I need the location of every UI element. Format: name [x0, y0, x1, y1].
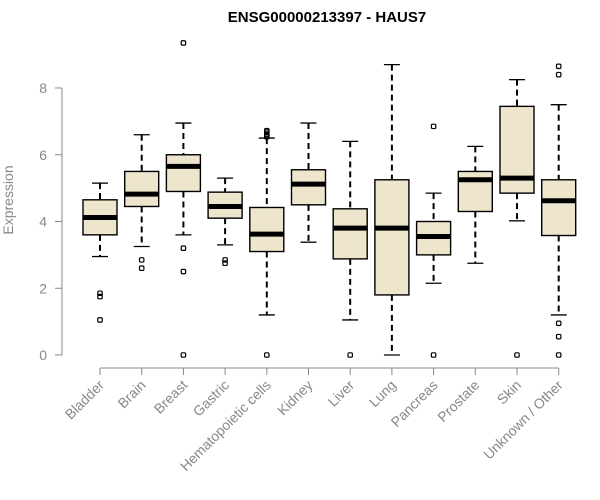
outlier-point [222, 257, 228, 263]
outlier-point [347, 352, 354, 358]
iqr-box [249, 206, 285, 253]
y-tick-label: 8 [39, 80, 47, 96]
iqr-box [374, 179, 410, 296]
box-unknown-other [541, 63, 577, 358]
outlier-point [514, 352, 520, 358]
outlier-point [180, 268, 187, 275]
outlier-point [430, 123, 437, 130]
outlier-point [180, 352, 187, 358]
iqr-box [290, 169, 327, 206]
box-pancreas [415, 123, 452, 358]
outlier-point [97, 290, 103, 297]
outlier-point [430, 352, 437, 358]
outlier-point [222, 260, 228, 267]
iqr-box [123, 170, 160, 208]
outlier-point [97, 317, 103, 323]
boxes-group [82, 40, 577, 358]
outlier-point [555, 63, 562, 70]
outlier-point [180, 40, 187, 46]
y-tick-label: 4 [39, 214, 47, 230]
x-tick-label: Liver [325, 377, 358, 410]
outlier-point [264, 352, 270, 358]
box-skin [499, 79, 535, 358]
x-tick-label: Breast [151, 377, 191, 417]
y-tick-label: 0 [39, 347, 47, 363]
x-tick-label: Skin [494, 377, 525, 408]
x-tick-label: Brain [114, 377, 148, 411]
y-tick-label: 6 [39, 147, 47, 163]
y-tick-label: 2 [39, 280, 47, 296]
outlier-point [180, 245, 187, 252]
y-axis: 0 2 4 6 8 [39, 80, 63, 363]
outlier-point [97, 293, 103, 300]
box-brain [123, 134, 160, 272]
box-kidney [290, 122, 327, 243]
y-axis-label: Expression [0, 165, 16, 234]
outlier-point [555, 333, 562, 340]
x-tick-label: Lung [366, 377, 399, 410]
iqr-box [332, 208, 368, 260]
box-hematopoietic-cells [249, 127, 285, 358]
box-prostate [457, 145, 493, 264]
outlier-point [555, 352, 562, 358]
x-tick-label: Unknown / Other [480, 377, 566, 463]
box-gastric [207, 177, 243, 267]
box-bladder [82, 182, 118, 323]
x-tick-label: Prostate [434, 377, 482, 425]
box-liver [332, 140, 368, 358]
outlier-point [138, 257, 145, 263]
outlier-point [555, 320, 562, 327]
outlier-point [264, 133, 270, 140]
x-tick-label: Bladder [62, 377, 108, 423]
outlier-point [555, 71, 562, 78]
outlier-point [138, 265, 145, 272]
box-lung [374, 63, 410, 356]
iqr-box [541, 179, 577, 237]
x-tick-label: Kidney [274, 377, 316, 419]
chart-title: ENSG00000213397 - HAUS7 [228, 9, 426, 26]
iqr-box [165, 154, 202, 193]
box-breast [165, 40, 202, 358]
